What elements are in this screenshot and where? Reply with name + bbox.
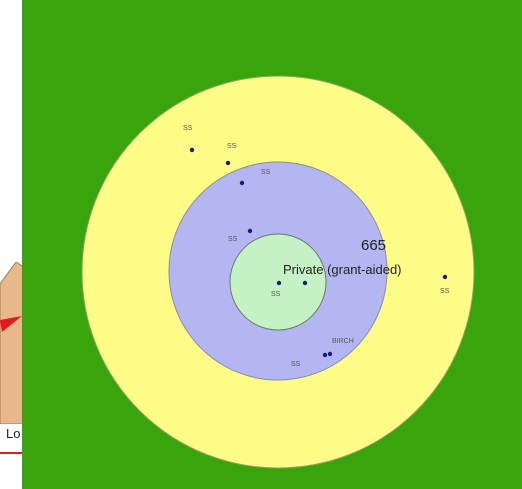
point-label-ss: SS xyxy=(227,143,237,150)
point-label-ss: SS xyxy=(183,125,193,132)
point-label-ss: SS xyxy=(228,236,238,243)
map-point xyxy=(189,147,195,153)
point-label-birch: BIRCH xyxy=(332,338,354,345)
map-point xyxy=(322,352,328,358)
map-point xyxy=(327,351,333,357)
map-point xyxy=(247,228,253,234)
partial-label: Lo xyxy=(6,426,21,441)
central-value: 665 xyxy=(361,237,386,254)
point-label-ss: SS xyxy=(291,361,301,368)
central-label: Private (grant-aided) xyxy=(283,262,402,277)
map-point xyxy=(239,180,245,186)
catchment-map[interactable]: SS SS SS SS SS SS SS BIRCH 665 Private (… xyxy=(22,0,522,489)
map-point xyxy=(276,280,282,286)
map-point xyxy=(302,280,308,286)
point-label-ss: SS xyxy=(271,291,281,298)
red-arrow-icon xyxy=(0,316,22,332)
map-point xyxy=(225,160,231,166)
point-label-ss: SS xyxy=(440,288,450,295)
map-point xyxy=(442,274,448,280)
point-label-ss: SS xyxy=(261,169,271,176)
